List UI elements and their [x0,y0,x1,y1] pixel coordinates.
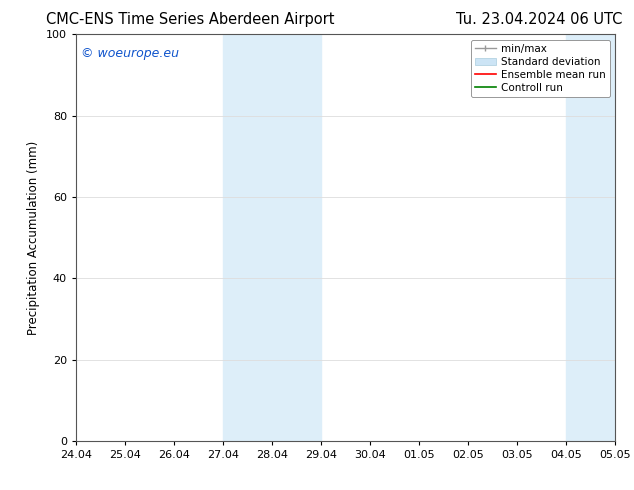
Text: © woeurope.eu: © woeurope.eu [81,47,179,59]
Text: CMC-ENS Time Series Aberdeen Airport: CMC-ENS Time Series Aberdeen Airport [46,12,335,27]
Y-axis label: Precipitation Accumulation (mm): Precipitation Accumulation (mm) [27,141,41,335]
Bar [223,34,321,441]
Bar [566,34,615,441]
Legend: min/max, Standard deviation, Ensemble mean run, Controll run: min/max, Standard deviation, Ensemble me… [470,40,610,97]
Text: Tu. 23.04.2024 06 UTC: Tu. 23.04.2024 06 UTC [456,12,623,27]
